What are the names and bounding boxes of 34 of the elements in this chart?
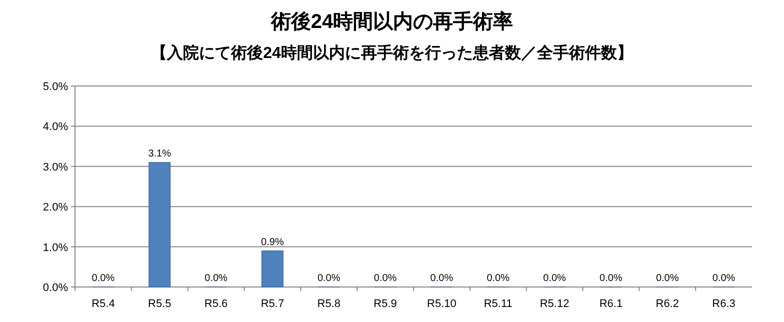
bar [148,162,171,288]
x-tick-label: R5.6 [204,298,228,310]
x-tick-label: R5.11 [484,298,512,310]
y-tick-label: 3.0% [42,161,68,174]
x-tick-label: R6.1 [599,298,623,310]
x-tick-label: R5.7 [260,298,284,310]
x-tick-label: R6.2 [656,298,679,310]
data-label: 0.0% [543,273,566,284]
data-label: 0.0% [430,273,454,284]
data-label: 0.0% [486,273,510,284]
data-label: 0.0% [204,273,228,284]
y-tick-label: 5.0% [42,81,68,93]
x-tick-label: R5.8 [317,298,340,310]
data-label: 0.0% [600,273,622,284]
y-tick-label: 0.0% [42,282,68,294]
chart-subtitle: 【入院にて術後24時間以内に再手術を行った患者数／全手術件数】 [151,44,633,62]
y-tick-label: 2.0% [42,202,68,214]
y-tick-label: 1.0% [42,242,68,254]
data-label: 0.0% [712,273,736,284]
data-label: 0.0% [317,273,340,284]
bar [261,250,284,288]
x-tick-label: R5.10 [427,298,456,310]
x-tick-label: R5.5 [148,298,172,310]
data-label: 0.0% [374,273,397,284]
data-label: 0.9% [261,236,284,248]
x-tick-label: R5.4 [92,298,115,310]
x-tick-label: R5.12 [540,298,570,310]
data-label: 0.0% [92,273,115,284]
y-tick-label: 4.0% [42,121,68,134]
data-label: 0.0% [656,273,679,284]
x-tick-label: R5.9 [374,298,397,310]
chart-title: 術後24時間以内の再手術率 [270,10,514,33]
x-tick-label: R6.3 [712,298,736,310]
data-label: 3.1% [148,148,172,160]
